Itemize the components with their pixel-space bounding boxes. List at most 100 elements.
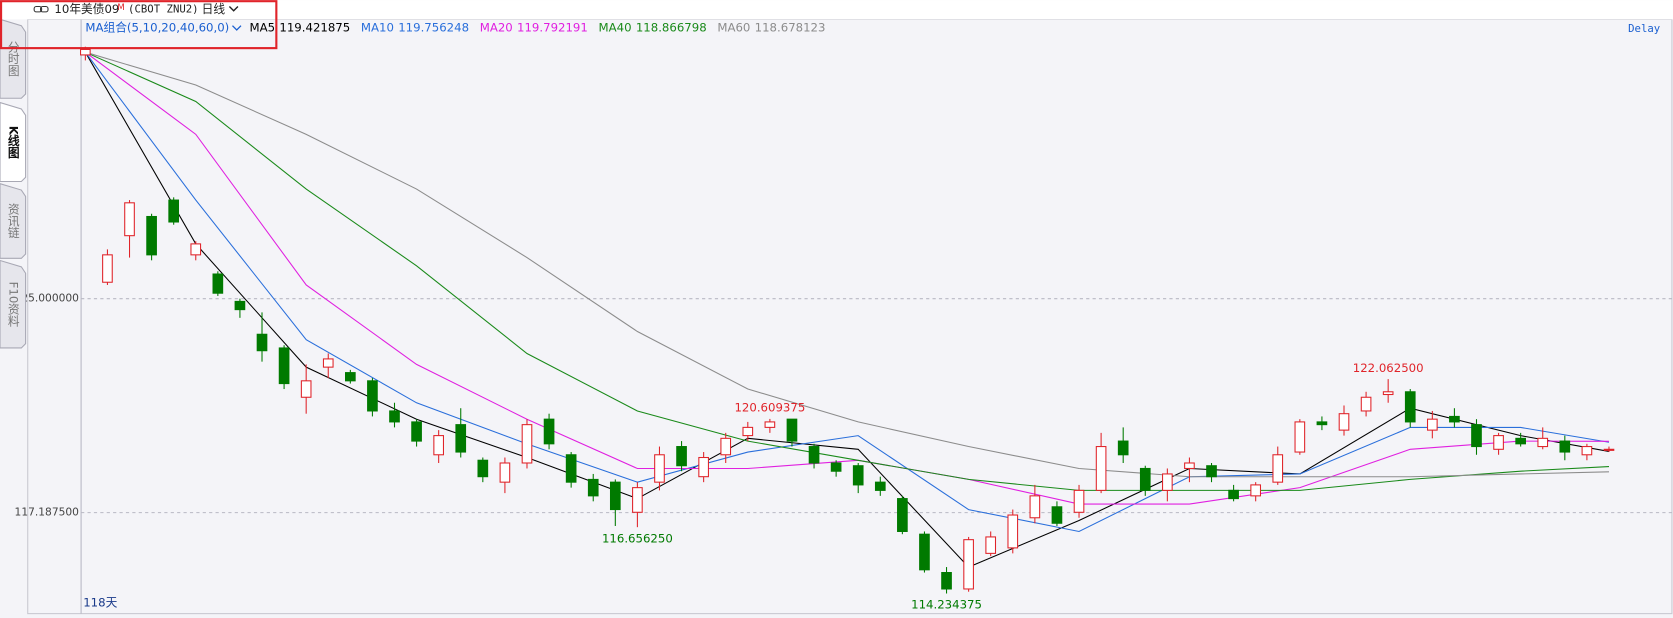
candle-body [1117, 440, 1129, 456]
candle-body [1139, 467, 1151, 491]
instrument-name[interactable]: 10年美债09 [54, 2, 119, 16]
candle-body [543, 418, 555, 445]
candle-body [1294, 421, 1306, 453]
candle-body [609, 481, 621, 511]
plot: 125.000000 117.187500 122.062500 120.609375… [15, 20, 1672, 612]
legend-value: 118.866798 [636, 20, 707, 34]
candle-body [367, 380, 378, 412]
candle-body [565, 454, 577, 483]
candle-body [1051, 506, 1063, 524]
candle-body [897, 498, 908, 532]
candle-body [830, 462, 842, 472]
candle-body [234, 300, 246, 311]
candle-body [499, 462, 511, 483]
toolbar [0, 0, 1673, 20]
candle-body [168, 199, 180, 223]
candle-body [124, 202, 135, 237]
legend-name: MA20 [480, 20, 513, 34]
candle-body [676, 446, 687, 467]
candle-body [852, 465, 864, 486]
candle-body [654, 454, 665, 483]
legend-name: MA60 [717, 20, 750, 34]
link-icon [33, 5, 49, 13]
candle-body [1493, 435, 1504, 450]
candle-body [1316, 421, 1328, 426]
candle-body [1029, 495, 1041, 519]
candle-body [1250, 484, 1262, 497]
candle-body [455, 424, 467, 453]
candle-body [102, 254, 113, 283]
candle-body [300, 380, 312, 398]
candle-body [345, 372, 356, 382]
candle-body [146, 215, 157, 256]
candle-body [1338, 413, 1350, 431]
side-tab-label[interactable]: 资讯链 [6, 203, 20, 238]
legend-name: MA10 [361, 20, 394, 34]
delay-label: Delay [1628, 22, 1660, 35]
candle-body [963, 539, 974, 590]
instrument-code: (CBOT ZNU2) [128, 3, 199, 16]
legend-value: 119.792191 [517, 20, 588, 34]
candle-body [1603, 448, 1615, 451]
candle-body [764, 421, 776, 428]
days-label: 118天 [83, 595, 117, 609]
candle-body [212, 273, 224, 294]
candle-body [1449, 415, 1460, 423]
period-selector[interactable]: 日线 [202, 2, 226, 16]
candle-body [786, 418, 798, 442]
extreme-label: 116.656250 [602, 531, 673, 545]
candle-body [720, 437, 732, 456]
side-tab[interactable] [0, 101, 27, 183]
candle-body [1471, 424, 1482, 448]
legend-value: 118.678123 [755, 20, 826, 34]
candle-body [698, 456, 709, 478]
extreme-label: 122.062500 [1353, 361, 1424, 375]
side-tab-label[interactable]: F10资料 [6, 282, 20, 328]
side-tab[interactable] [0, 183, 27, 259]
candle-body [190, 243, 202, 256]
candle-body [985, 536, 997, 554]
side-tab-label[interactable]: K线图 [6, 126, 20, 159]
highlight-box [0, 0, 278, 50]
legend-value: 119.421875 [279, 20, 350, 34]
side-tab[interactable] [0, 259, 27, 349]
ma-group-chevron[interactable] [232, 25, 242, 31]
candle-body [1272, 454, 1284, 483]
legend-name: MA40 [599, 20, 632, 34]
side-tab[interactable] [0, 18, 27, 99]
candle-body [433, 435, 444, 456]
ma-line [85, 51, 1610, 491]
ma-group-selector[interactable]: MA组合(5,10,20,40,60,0) [85, 20, 229, 34]
instrument-suffix: M [117, 3, 124, 13]
candle-body [1095, 446, 1107, 491]
candle-body [941, 572, 952, 590]
candle-body [587, 478, 599, 497]
period-chevron[interactable] [228, 6, 239, 12]
y-tick-label: 125.000000 [15, 292, 80, 305]
candle-body [1162, 473, 1173, 491]
candle-body [389, 410, 400, 423]
candle-body [1206, 465, 1217, 478]
candle-body [919, 533, 930, 571]
candle-body [521, 424, 533, 464]
candle-body [1360, 396, 1372, 412]
candle-body [1007, 514, 1019, 549]
extreme-label: 120.609375 [734, 401, 805, 415]
side-tab-label[interactable]: 分时图 [6, 41, 20, 77]
candle-body [1184, 462, 1195, 470]
chart-frame [27, 18, 1673, 615]
candle-body [1581, 446, 1593, 456]
candle-body [874, 481, 886, 491]
candle-body [742, 426, 754, 437]
ma-line [84, 51, 1610, 533]
candle-body [808, 446, 820, 464]
ma-line [85, 51, 1609, 478]
candle-body [256, 333, 268, 352]
candle-body [1537, 437, 1549, 448]
legend-value: 119.756248 [398, 20, 469, 34]
ma-line [84, 51, 1610, 568]
legend-name: MA5 [250, 20, 276, 34]
